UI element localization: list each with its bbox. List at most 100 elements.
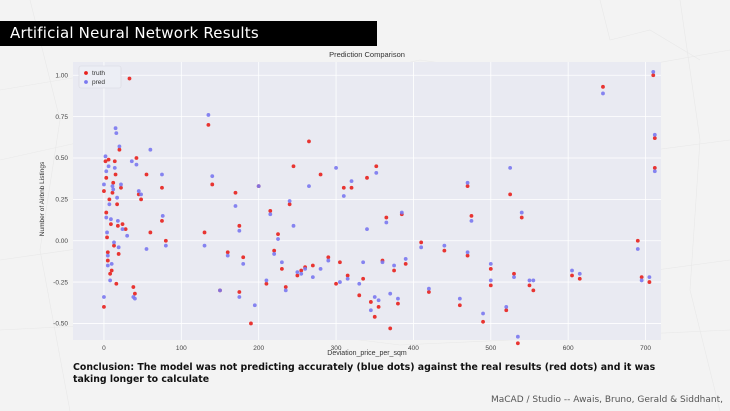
point-pred (202, 243, 207, 248)
point-pred (469, 218, 474, 223)
point-truth (361, 276, 366, 281)
chart-svg: Prediction Comparison Deviation_price_pe… (39, 50, 661, 357)
point-truth (120, 222, 125, 227)
point-pred (374, 170, 379, 175)
point-truth (465, 253, 470, 258)
point-pred (652, 169, 657, 174)
point-pred (488, 261, 493, 266)
point-truth (115, 223, 120, 228)
point-truth (111, 180, 116, 185)
point-pred (160, 172, 164, 177)
point-pred (403, 257, 408, 261)
slide-title: Artificial Neural Network Results (0, 21, 377, 46)
point-truth (116, 252, 121, 256)
point-truth (105, 235, 109, 240)
point-pred (114, 131, 119, 136)
point-pred (264, 278, 269, 283)
point-truth (426, 290, 431, 294)
point-pred (104, 169, 109, 174)
point-truth (392, 268, 396, 273)
point-truth (388, 326, 393, 331)
point-pred (107, 202, 112, 207)
point-truth (123, 227, 128, 232)
point-pred (110, 184, 115, 189)
point-truth (139, 197, 143, 202)
point-pred (111, 187, 116, 192)
point-truth (376, 305, 381, 309)
point-pred (134, 162, 139, 167)
point-truth (110, 190, 115, 195)
y-tick-label: 0.50 (55, 155, 68, 162)
point-truth (144, 172, 149, 177)
point-pred (105, 230, 109, 235)
point-pred (106, 164, 111, 169)
point-truth (527, 283, 532, 288)
point-truth (338, 260, 342, 265)
point-truth (103, 159, 108, 164)
point-truth (374, 164, 379, 169)
point-truth (127, 76, 132, 81)
legend-box (78, 65, 122, 89)
point-pred (635, 247, 640, 251)
y-axis-label: Number of Airbnb Listings (39, 161, 46, 236)
point-truth (341, 185, 346, 190)
point-pred (132, 296, 137, 301)
point-pred (287, 199, 292, 203)
point-truth (115, 202, 119, 207)
legend-label-truth: truth (92, 70, 105, 77)
point-truth (469, 213, 474, 218)
point-pred (279, 260, 284, 265)
point-truth (109, 268, 114, 273)
point-pred (210, 174, 215, 179)
point-pred (237, 295, 242, 299)
point-pred (104, 215, 109, 220)
point-pred (115, 195, 119, 200)
point-truth (225, 250, 230, 255)
plot-area (73, 62, 661, 340)
point-pred (651, 70, 656, 74)
point-truth (237, 223, 242, 228)
point-truth (299, 268, 304, 273)
point-pred (291, 223, 296, 228)
point-pred (384, 220, 389, 225)
point-truth (345, 273, 350, 278)
legend: truth pred (78, 65, 122, 89)
point-pred (419, 245, 424, 250)
point-pred (527, 278, 532, 283)
point-truth (647, 280, 652, 284)
point-pred (120, 227, 125, 232)
point-truth (264, 281, 269, 286)
point-truth (249, 321, 253, 326)
point-truth (105, 258, 110, 263)
point-truth (577, 276, 582, 281)
point-pred (206, 113, 211, 117)
point-pred (252, 303, 257, 308)
point-truth (396, 301, 400, 306)
point-pred (119, 182, 123, 187)
point-truth (279, 266, 284, 271)
point-pred (531, 278, 536, 283)
point-pred (652, 132, 657, 137)
point-truth (160, 218, 164, 223)
point-truth (368, 300, 373, 304)
point-pred (163, 243, 168, 248)
point-truth (384, 215, 389, 220)
point-truth (639, 275, 644, 280)
point-truth (326, 255, 331, 260)
point-truth (104, 175, 109, 180)
point-truth (295, 273, 300, 278)
x-tick-label: 0 (102, 345, 106, 352)
point-pred (129, 159, 134, 164)
point-truth (148, 230, 153, 235)
point-truth (419, 240, 424, 245)
point-pred (299, 271, 304, 276)
point-pred (365, 227, 369, 232)
point-truth (357, 293, 362, 298)
point-pred (117, 144, 122, 149)
x-tick-label: 700 (640, 345, 651, 352)
point-pred (112, 166, 117, 170)
point-truth (651, 73, 656, 78)
point-truth (635, 238, 640, 243)
point-pred (442, 243, 447, 248)
point-pred (109, 261, 114, 266)
